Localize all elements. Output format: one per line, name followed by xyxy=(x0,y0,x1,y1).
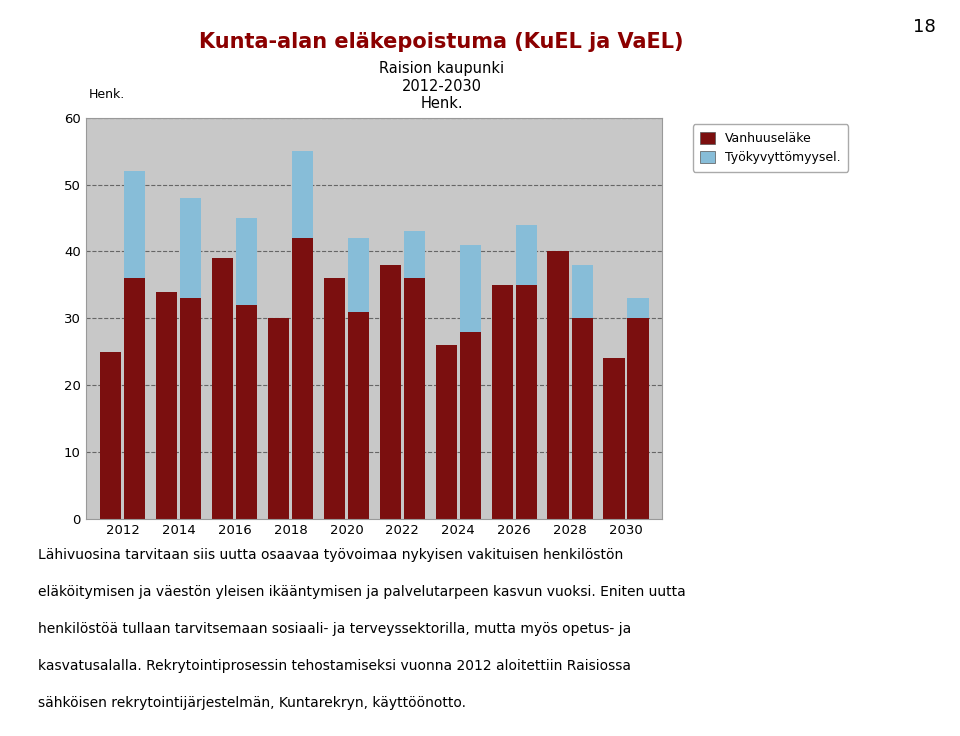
Text: kasvatusalalla. Rekrytointiprosessin tehostamiseksi vuonna 2012 aloitettiin Rais: kasvatusalalla. Rekrytointiprosessin teh… xyxy=(38,659,632,673)
Bar xyxy=(156,291,178,519)
Bar xyxy=(292,151,313,238)
Text: Lähivuosina tarvitaan siis uutta osaavaa työvoimaa nykyisen vakituisen henkilöst: Lähivuosina tarvitaan siis uutta osaavaa… xyxy=(38,548,624,562)
Bar xyxy=(404,278,425,519)
Legend: Vanhuuseläke, Työkyvyttömyysel.: Vanhuuseläke, Työkyvyttömyysel. xyxy=(693,124,849,171)
Bar xyxy=(180,198,202,298)
Bar xyxy=(628,319,649,519)
Bar xyxy=(492,285,513,519)
Text: sähköisen rekrytointijärjestelmän, Kuntarekryn, käyttöönotto.: sähköisen rekrytointijärjestelmän, Kunta… xyxy=(38,696,467,710)
Bar xyxy=(516,224,537,285)
Bar xyxy=(124,171,145,278)
Bar xyxy=(324,278,345,519)
Bar xyxy=(516,285,537,519)
Bar xyxy=(547,252,568,519)
Bar xyxy=(628,298,649,319)
Text: 2012-2030: 2012-2030 xyxy=(401,79,482,93)
Text: Henk.: Henk. xyxy=(420,96,463,111)
Bar xyxy=(571,319,592,519)
Text: 18: 18 xyxy=(913,18,936,36)
Bar xyxy=(604,358,625,519)
Text: henkilöstöä tullaan tarvitsemaan sosiaali- ja terveyssektorilla, mutta myös opet: henkilöstöä tullaan tarvitsemaan sosiaal… xyxy=(38,622,632,636)
Bar xyxy=(292,238,313,519)
Bar xyxy=(380,265,401,519)
Bar xyxy=(100,352,121,519)
Bar xyxy=(571,265,592,319)
Text: Kunta-alan eläkepoistuma (KuEL ja VaEL): Kunta-alan eläkepoistuma (KuEL ja VaEL) xyxy=(200,32,684,52)
Bar xyxy=(436,345,457,519)
Bar xyxy=(460,332,481,519)
Bar xyxy=(236,218,257,305)
Bar xyxy=(212,258,233,519)
Bar xyxy=(460,245,481,332)
Bar xyxy=(180,298,202,519)
Text: eläköitymisen ja väestön yleisen ikääntymisen ja palvelutarpeen kasvun vuoksi. E: eläköitymisen ja väestön yleisen ikäänty… xyxy=(38,585,686,599)
Bar xyxy=(404,231,425,278)
Text: Raision kaupunki: Raision kaupunki xyxy=(379,61,504,76)
Bar xyxy=(124,278,145,519)
Bar xyxy=(236,305,257,519)
Bar xyxy=(268,319,289,519)
Bar xyxy=(348,238,369,311)
Bar xyxy=(348,311,369,519)
Text: Henk.: Henk. xyxy=(89,88,126,101)
